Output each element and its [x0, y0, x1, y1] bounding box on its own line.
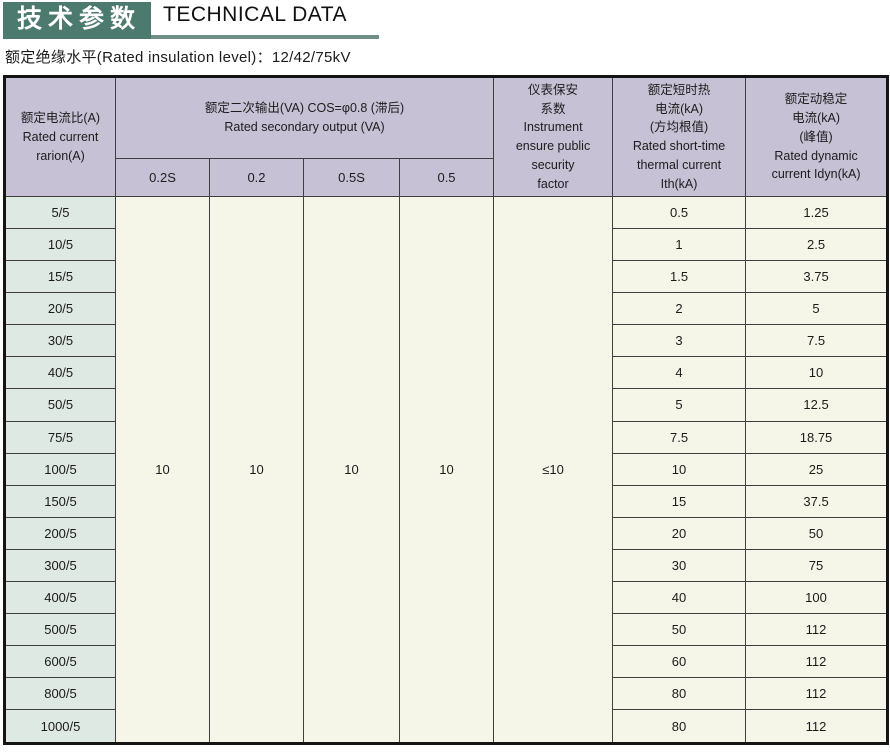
table-row: 400/5 40 100 [4, 580, 889, 614]
thermal-current-cell: 80 [612, 708, 747, 745]
thermal-current-cell: 0.5 [612, 196, 747, 230]
ratio-cell: 800/5 [4, 676, 116, 710]
dynamic-current-cell: 5 [745, 292, 889, 326]
table-body: 5/5 10 10 10 10 ≤10 0.5 1.25 10/5 1 2.5 … [4, 196, 889, 745]
thermal-current-cell: 7.5 [612, 420, 747, 454]
ratio-cell: 20/5 [4, 292, 116, 326]
thermal-current-cell: 4 [612, 356, 747, 390]
thermal-current-cell: 80 [612, 676, 747, 710]
ratio-cell: 100/5 [4, 452, 116, 486]
header-thermal-current: 额定短时热 电流(kA) (方均根值) Rated short-time the… [612, 76, 747, 198]
rated-insulation-level-text: 额定绝缘水平(Rated insulation level)：12/42/75k… [5, 49, 351, 67]
thermal-current-cell: 40 [612, 580, 747, 614]
table-row: 200/5 20 50 [4, 516, 889, 550]
header-class-0-5s: 0.5S [303, 158, 400, 198]
ratio-cell: 75/5 [4, 420, 116, 454]
table-row: 800/5 80 112 [4, 676, 889, 710]
header-class-0-5: 0.5 [398, 158, 495, 198]
header-class-0-2: 0.2 [209, 158, 304, 198]
dynamic-current-cell: 112 [745, 644, 889, 678]
dynamic-current-cell: 2.5 [745, 228, 889, 262]
header-class-0-2s: 0.2S [115, 158, 210, 198]
ratio-cell: 10/5 [4, 228, 116, 262]
dynamic-current-cell: 37.5 [745, 484, 889, 518]
table-row: 300/5 30 75 [4, 548, 889, 582]
ratio-cell: 600/5 [4, 644, 116, 678]
table-row: 50/5 5 12.5 [4, 388, 889, 422]
merged-output-0-5s-cell: 10 [303, 196, 400, 745]
thermal-current-cell: 20 [612, 516, 747, 550]
dynamic-current-cell: 112 [745, 612, 889, 646]
ratio-cell: 400/5 [4, 580, 116, 614]
thermal-current-cell: 15 [612, 484, 747, 518]
dynamic-current-cell: 7.5 [745, 324, 889, 358]
dynamic-current-cell: 1.25 [745, 196, 889, 230]
header-rated-secondary-output: 额定二次输出(VA) COS=φ0.8 (滞后) Rated secondary… [114, 76, 495, 160]
table-row: 1000/5 80 112 [4, 708, 889, 745]
ratio-cell: 5/5 [4, 196, 116, 230]
dynamic-current-cell: 112 [745, 676, 889, 710]
thermal-current-cell: 2 [612, 292, 747, 326]
dynamic-current-cell: 18.75 [745, 420, 889, 454]
thermal-current-cell: 50 [612, 612, 747, 646]
ratio-cell: 50/5 [4, 388, 116, 422]
dynamic-current-cell: 3.75 [745, 260, 889, 294]
thermal-current-cell: 30 [612, 548, 747, 582]
dynamic-current-cell: 25 [745, 452, 889, 486]
table-row: 10/5 1 2.5 [4, 228, 889, 262]
ratio-cell: 200/5 [4, 516, 116, 550]
table-row: 500/5 50 112 [4, 612, 889, 646]
header-rated-current-ratio: 额定电流比(A) Rated current rarion(A) [4, 76, 116, 198]
ratio-cell: 300/5 [4, 548, 116, 582]
page-title: TECHNICAL DATA [151, 2, 379, 40]
dynamic-current-cell: 100 [745, 580, 889, 614]
table-row: 40/5 4 10 [4, 356, 889, 390]
ratio-cell: 30/5 [4, 324, 116, 358]
dynamic-current-cell: 12.5 [745, 388, 889, 422]
header-row-accuracy-classes: 0.2S 0.2 0.5S 0.5 [5, 158, 888, 198]
dynamic-current-cell: 75 [745, 548, 889, 582]
table-row: 20/5 2 5 [4, 292, 889, 326]
ratio-cell: 150/5 [4, 484, 116, 518]
table-header: 额定电流比(A) Rated current rarion(A) 额定二次输出(… [4, 76, 889, 198]
header-instrument-security-factor: 仪表保安 系数 Instrument ensure public securit… [493, 76, 614, 198]
ratio-cell: 40/5 [4, 356, 116, 390]
thermal-current-cell: 1 [612, 228, 747, 262]
ratio-cell: 1000/5 [4, 708, 116, 745]
merged-output-0-5-cell: 10 [398, 196, 495, 745]
merged-output-0-2s-cell: 10 [115, 196, 210, 745]
thermal-current-cell: 5 [612, 388, 747, 422]
thermal-current-cell: 10 [612, 452, 747, 486]
ratio-cell: 500/5 [4, 612, 116, 646]
title-zh-badge: 技术参数 [3, 2, 152, 40]
header-dynamic-current: 额定动稳定 电流(kA) (峰值) Rated dynamic current … [745, 76, 889, 198]
table-row: 5/5 10 10 10 10 ≤10 0.5 1.25 [4, 196, 889, 745]
table-row: 100/5 10 25 [4, 452, 889, 486]
table-row: 75/5 7.5 18.75 [4, 420, 889, 454]
thermal-current-cell: 3 [612, 324, 747, 358]
merged-output-0-2-cell: 10 [209, 196, 304, 745]
table-row: 30/5 3 7.5 [4, 324, 889, 358]
ratio-cell: 15/5 [4, 260, 116, 294]
thermal-current-cell: 60 [612, 644, 747, 678]
dynamic-current-cell: 10 [745, 356, 889, 390]
page-header: 技术参数 TECHNICAL DATA [3, 2, 886, 40]
merged-security-factor-cell: ≤10 [493, 196, 614, 745]
technical-data-table: 额定电流比(A) Rated current rarion(A) 额定二次输出(… [3, 75, 890, 746]
thermal-current-cell: 1.5 [612, 260, 747, 294]
dynamic-current-cell: 50 [745, 516, 889, 550]
dynamic-current-cell: 112 [745, 708, 889, 745]
header-row-main: 额定电流比(A) Rated current rarion(A) 额定二次输出(… [4, 76, 889, 198]
